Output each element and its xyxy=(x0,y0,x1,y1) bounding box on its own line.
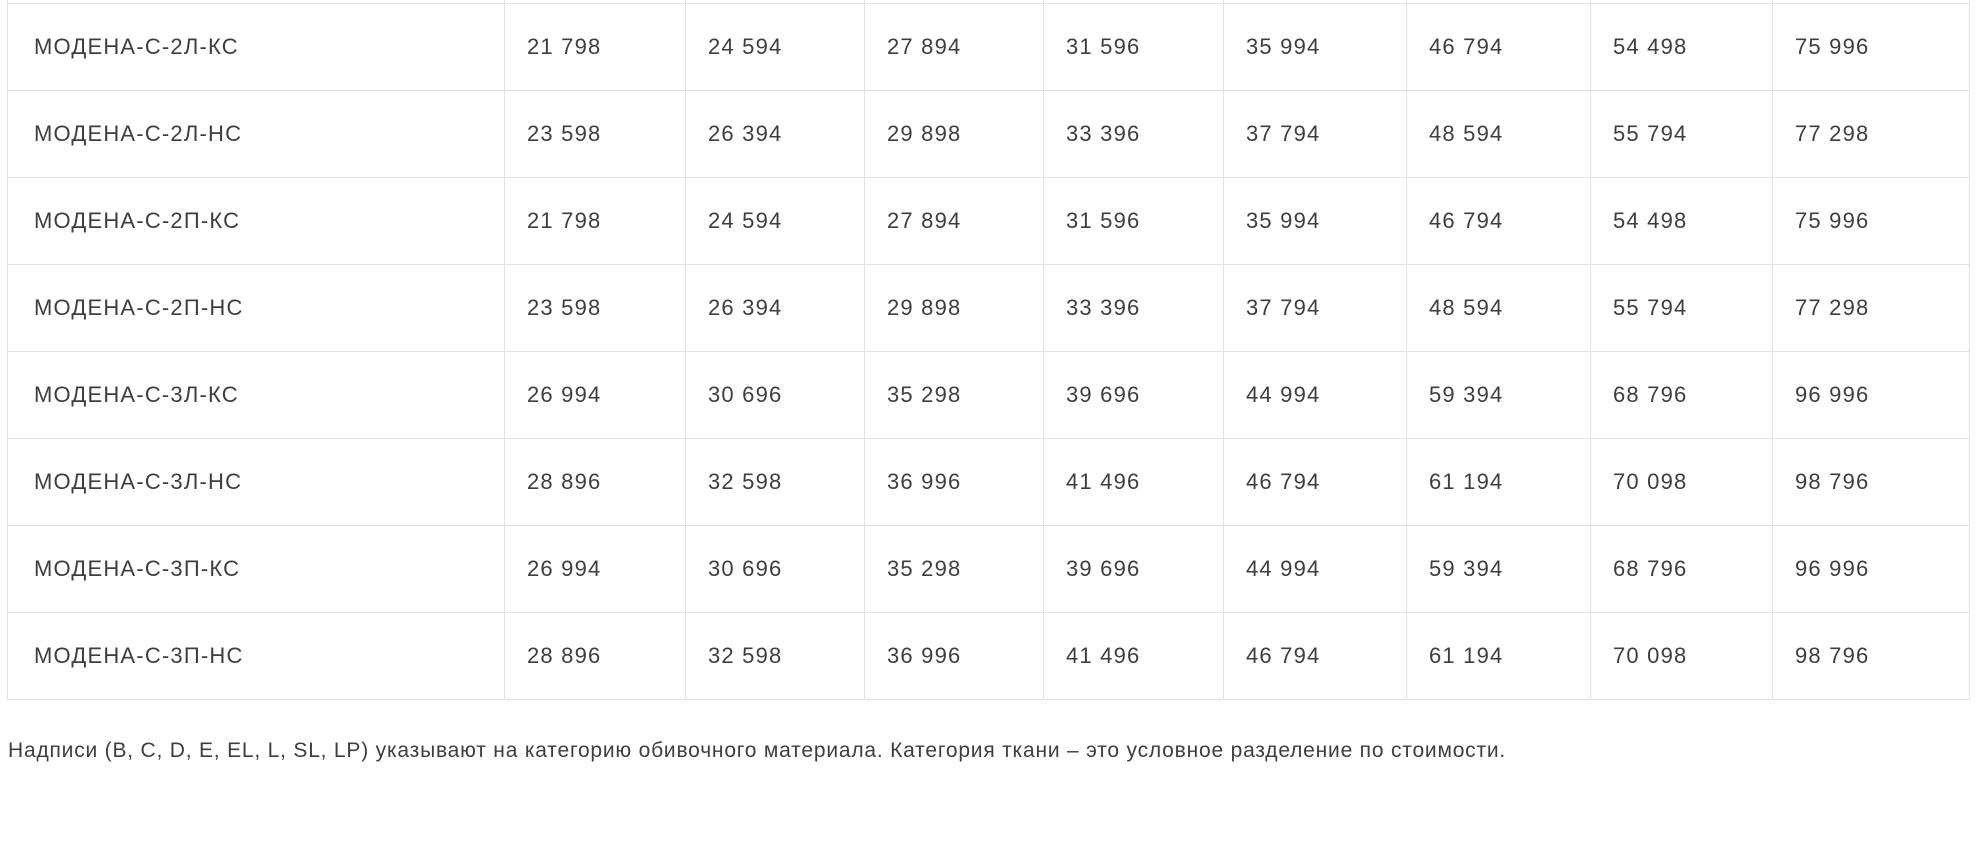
table-row: МОДЕНА-С-2Л-НС 23 598 26 394 29 898 33 396 37… xyxy=(7,89,1970,178)
price-cell: 59 394 xyxy=(1406,350,1591,439)
price-cell: 32 598 xyxy=(685,611,865,700)
price-cell: 96 996 xyxy=(1772,524,1970,613)
price-cell: 75 996 xyxy=(1772,2,1970,91)
model-name-cell: МОДЕНА-С-3Л-КС xyxy=(7,350,505,439)
price-cell: 28 896 xyxy=(504,611,686,700)
model-name-cell: МОДЕНА-С-2Л-НС xyxy=(7,89,505,178)
price-cell: 23 598 xyxy=(504,263,686,352)
price-cell: 24 594 xyxy=(685,2,865,91)
price-cell: 48 594 xyxy=(1406,89,1591,178)
price-cell: 21 798 xyxy=(504,176,686,265)
price-cell: 27 894 xyxy=(864,176,1044,265)
price-cell: 36 996 xyxy=(864,611,1044,700)
price-cell: 98 796 xyxy=(1772,437,1970,526)
table-row: МОДЕНА-С-2Л-КС 21 798 24 594 27 894 31 596 35… xyxy=(7,2,1970,91)
price-cell: 46 794 xyxy=(1223,437,1407,526)
price-cell: 31 596 xyxy=(1043,2,1224,91)
table-row: МОДЕНА-С-2П-НС 23 598 26 394 29 898 33 396 37… xyxy=(7,263,1970,352)
price-cell: 61 194 xyxy=(1406,437,1591,526)
price-cell: 46 794 xyxy=(1406,2,1591,91)
price-cell: 54 498 xyxy=(1590,176,1773,265)
price-cell: 68 796 xyxy=(1590,350,1773,439)
price-cell: 26 394 xyxy=(685,89,865,178)
table-row: МОДЕНА-С-2П-КС 21 798 24 594 27 894 31 596 35… xyxy=(7,176,1970,265)
price-cell: 23 598 xyxy=(504,89,686,178)
price-cell: 35 298 xyxy=(864,524,1044,613)
price-cell: 35 298 xyxy=(864,350,1044,439)
price-cell: 33 396 xyxy=(1043,89,1224,178)
price-cell: 96 996 xyxy=(1772,350,1970,439)
table-row: МОДЕНА-С-3П-КС 26 994 30 696 35 298 39 696 44… xyxy=(7,524,1970,613)
price-cell: 27 894 xyxy=(864,2,1044,91)
model-name-cell: МОДЕНА-С-2П-НС xyxy=(7,263,505,352)
table-row: МОДЕНА-С-3Л-КС 26 994 30 696 35 298 39 696 44… xyxy=(7,350,1970,439)
price-cell: 24 594 xyxy=(685,176,865,265)
price-cell: 39 696 xyxy=(1043,524,1224,613)
price-cell: 39 696 xyxy=(1043,350,1224,439)
price-cell: 61 194 xyxy=(1406,611,1591,700)
model-name-cell: МОДЕНА-С-3П-НС xyxy=(7,611,505,700)
price-cell: 32 598 xyxy=(685,437,865,526)
price-cell: 37 794 xyxy=(1223,263,1407,352)
price-cell: 70 098 xyxy=(1590,611,1773,700)
price-cell: 35 994 xyxy=(1223,2,1407,91)
price-cell: 33 396 xyxy=(1043,263,1224,352)
price-cell: 21 798 xyxy=(504,2,686,91)
model-name-cell: МОДЕНА-С-3П-КС xyxy=(7,524,505,613)
price-cell: 46 794 xyxy=(1223,611,1407,700)
price-cell: 36 996 xyxy=(864,437,1044,526)
price-cell: 30 696 xyxy=(685,350,865,439)
table-row: МОДЕНА-С-3П-НС 28 896 32 598 36 996 41 496 46… xyxy=(7,611,1970,700)
price-table-body: МОДЕНА-С-2Л-КС 21 798 24 594 27 894 31 596 35… xyxy=(7,0,1970,700)
price-cell: 29 898 xyxy=(864,89,1044,178)
fabric-category-note: Надписи (B, C, D, E, EL, L, SL, LP) указ… xyxy=(8,739,1507,762)
price-cell: 41 496 xyxy=(1043,437,1224,526)
price-cell: 75 996 xyxy=(1772,176,1970,265)
price-cell: 26 994 xyxy=(504,350,686,439)
price-cell: 77 298 xyxy=(1772,263,1970,352)
price-cell: 28 896 xyxy=(504,437,686,526)
price-cell: 44 994 xyxy=(1223,524,1407,613)
price-cell: 98 796 xyxy=(1772,611,1970,700)
price-cell: 29 898 xyxy=(864,263,1044,352)
model-name-cell: МОДЕНА-С-2П-КС xyxy=(7,176,505,265)
model-name-cell: МОДЕНА-С-3Л-НС xyxy=(7,437,505,526)
price-cell: 68 796 xyxy=(1590,524,1773,613)
price-cell: 26 394 xyxy=(685,263,865,352)
price-cell: 55 794 xyxy=(1590,263,1773,352)
price-cell: 41 496 xyxy=(1043,611,1224,700)
price-cell: 37 794 xyxy=(1223,89,1407,178)
price-cell: 48 594 xyxy=(1406,263,1591,352)
model-name-cell: МОДЕНА-С-2Л-КС xyxy=(7,2,505,91)
price-cell: 44 994 xyxy=(1223,350,1407,439)
price-cell: 30 696 xyxy=(685,524,865,613)
price-table: МОДЕНА-С-2Л-КС 21 798 24 594 27 894 31 596 35… xyxy=(7,0,1970,700)
price-cell: 70 098 xyxy=(1590,437,1773,526)
price-cell: 54 498 xyxy=(1590,2,1773,91)
price-cell: 55 794 xyxy=(1590,89,1773,178)
table-row: МОДЕНА-С-3Л-НС 28 896 32 598 36 996 41 496 46… xyxy=(7,437,1970,526)
price-cell: 46 794 xyxy=(1406,176,1591,265)
price-cell: 59 394 xyxy=(1406,524,1591,613)
price-cell: 31 596 xyxy=(1043,176,1224,265)
price-cell: 77 298 xyxy=(1772,89,1970,178)
price-cell: 26 994 xyxy=(504,524,686,613)
price-cell: 35 994 xyxy=(1223,176,1407,265)
